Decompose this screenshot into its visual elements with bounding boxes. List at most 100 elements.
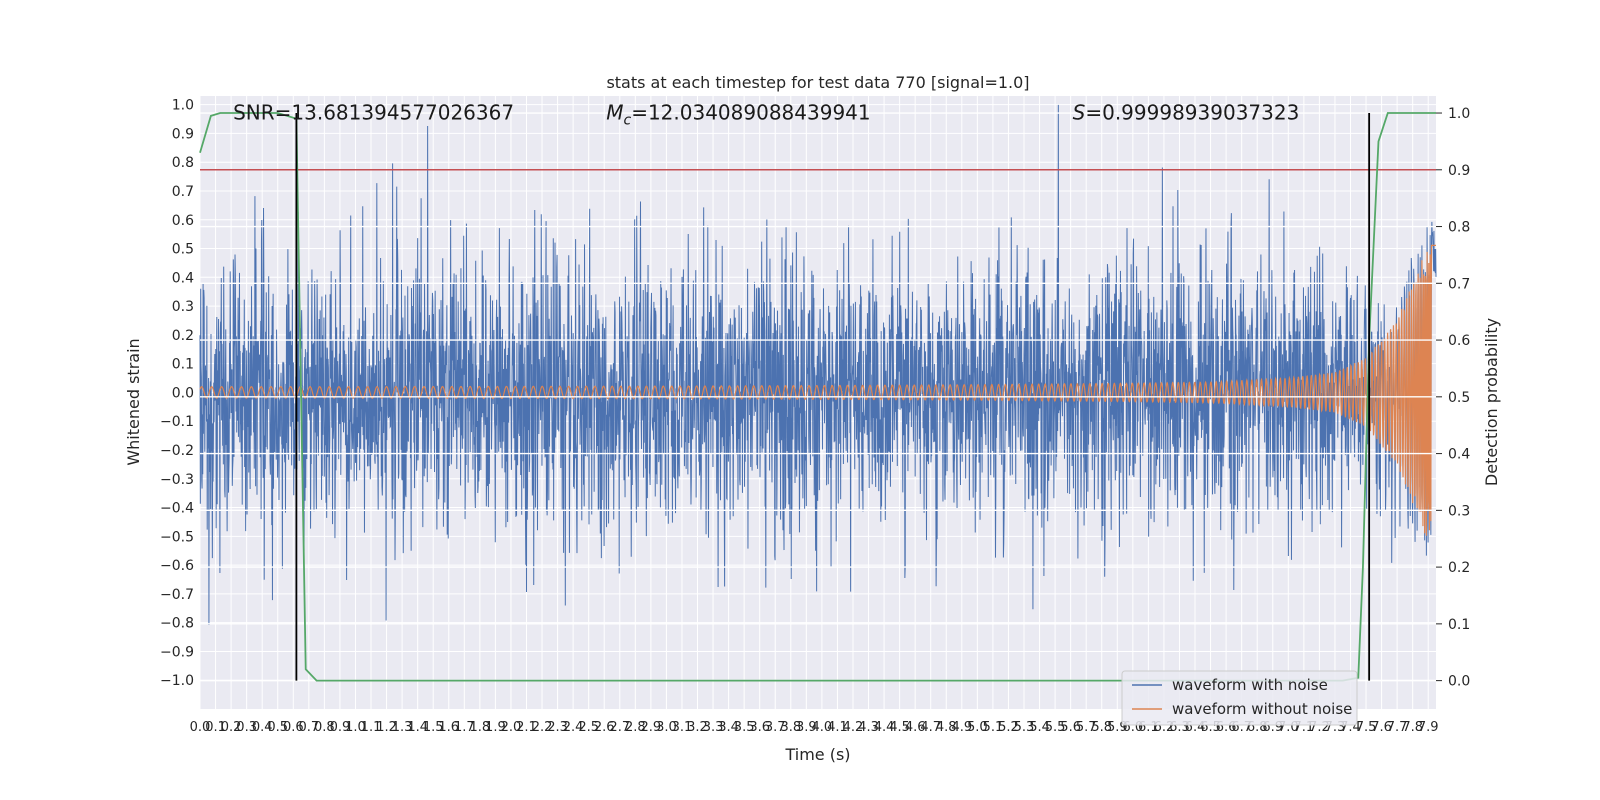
x-tick-label: 7.8 — [1402, 720, 1423, 735]
x-tick-label: 3.8 — [780, 720, 801, 735]
y-tick-label: 0.9 — [172, 126, 194, 142]
x-tick-label: 1.0 — [345, 720, 366, 735]
y-right-tick-label: 0.5 — [1448, 390, 1470, 406]
x-tick-label: 3.0 — [656, 720, 677, 735]
x-tick-label: 1.5 — [423, 720, 444, 735]
x-tick-label: 3.4 — [718, 720, 739, 735]
clean-series-line — [199, 244, 1436, 536]
x-tick-label: 4.4 — [874, 720, 895, 735]
vertical-markers — [295, 113, 1371, 681]
y-right-tick-label: 0.0 — [1448, 674, 1470, 690]
y-tick-label: 0.7 — [172, 184, 194, 200]
noise-series-line — [199, 104, 1437, 625]
x-tick-label: 2.4 — [563, 720, 584, 735]
y-tick-label: −0.1 — [160, 414, 194, 430]
x-tick-label: 1.8 — [470, 720, 491, 735]
x-tick-label: 0.6 — [283, 720, 304, 735]
x-tick-label: 5.7 — [1076, 720, 1097, 735]
y-tick-label: 0.5 — [172, 242, 194, 258]
y-right-tick-label: 0.8 — [1448, 220, 1470, 236]
detection-probability-line — [199, 112, 1436, 682]
x-tick-label: 7.9 — [1418, 720, 1439, 735]
y-axis-right-label: Detection probability — [1482, 318, 1501, 486]
x-tick-label: 2.3 — [547, 720, 568, 735]
x-tick-label: 4.9 — [951, 720, 972, 735]
x-tick-label: 1.1 — [361, 720, 382, 735]
legend-box — [1121, 670, 1358, 726]
chart-title: stats at each timestep for test data 770… — [606, 73, 1029, 92]
x-tick-label: 5.8 — [1091, 720, 1112, 735]
y-tick-label: −0.6 — [160, 558, 194, 574]
x-tick-label: 4.6 — [905, 720, 926, 735]
x-axis-label: Time (s) — [784, 745, 850, 764]
x-tick-label: 3.5 — [734, 720, 755, 735]
y-tick-label: 0.8 — [172, 155, 194, 171]
y-axis-right-ticks: 1.0 0.9 0.8 0.7 0.6 0.5 0.4 0.3 0.2 0.1 0.0 — [1436, 106, 1470, 690]
annotation-text: SNR=13.681394577026367 — [233, 100, 514, 124]
y-right-tick-label: 0.6 — [1448, 333, 1470, 349]
y-tick-label: −0.7 — [160, 587, 194, 603]
x-tick-label: 4.8 — [936, 720, 957, 735]
y-axis-label: Whitened strain — [124, 338, 143, 465]
x-tick-label: 2.6 — [594, 720, 615, 735]
x-tick-label: 5.6 — [1060, 720, 1081, 735]
x-tick-label: 4.0 — [812, 720, 833, 735]
x-tick-label: 2.2 — [532, 720, 553, 735]
x-tick-label: 5.4 — [1029, 720, 1050, 735]
legend-label-noise: waveform with noise — [1172, 676, 1328, 694]
legend-label-clean: waveform without noise — [1172, 700, 1352, 718]
x-tick-label: 3.2 — [687, 720, 708, 735]
x-tick-label: 1.7 — [454, 720, 475, 735]
x-tick-label: 0.7 — [298, 720, 319, 735]
annotation-text: S=0.99998939037323 — [1073, 100, 1300, 124]
x-tick-label: 4.5 — [889, 720, 910, 735]
x-tick-label: 4.1 — [827, 720, 848, 735]
y-tick-label: −0.9 — [160, 644, 194, 660]
x-tick-label: 3.7 — [765, 720, 786, 735]
x-tick-label: 0.5 — [267, 720, 288, 735]
y-tick-label: −0.5 — [160, 529, 194, 545]
x-tick-label: 3.1 — [672, 720, 693, 735]
right-axis-grid — [200, 112, 1436, 682]
x-tick-label: 1.4 — [407, 720, 428, 735]
y-tick-label: −0.3 — [160, 472, 194, 488]
x-tick-label: 0.4 — [252, 720, 273, 735]
clean-series-layer — [199, 244, 1436, 536]
annotation-text: Mc=12.034089088439941 — [606, 100, 870, 128]
x-tick-label: 3.9 — [796, 720, 817, 735]
x-tick-label: 1.2 — [376, 720, 397, 735]
x-tick-label: 2.8 — [625, 720, 646, 735]
x-tick-label: 0.0 — [190, 720, 211, 735]
x-tick-label: 0.1 — [205, 720, 226, 735]
y-tick-label: 0.1 — [172, 357, 194, 373]
y-right-tick-label: 0.7 — [1448, 276, 1470, 292]
y-right-tick-label: 0.1 — [1448, 617, 1470, 633]
y-tick-label: 0.6 — [172, 213, 194, 229]
x-tick-label: 5.2 — [998, 720, 1019, 735]
x-tick-label: 5.1 — [983, 720, 1004, 735]
x-tick-label: 7.6 — [1371, 720, 1392, 735]
y-right-tick-label: 1.0 — [1448, 106, 1470, 122]
y-axis-ticks: 1.0 0.9 0.8 0.7 0.6 0.5 0.4 0.3 0.2 0.1 0.0 −0.1 −0.… — [160, 98, 194, 690]
x-tick-label: 2.1 — [516, 720, 537, 735]
x-tick-label: 2.0 — [501, 720, 522, 735]
y-tick-label: 0.0 — [172, 385, 194, 401]
x-tick-label: 3.3 — [703, 720, 724, 735]
y-tick-label: 0.2 — [172, 328, 194, 344]
x-tick-label: 3.6 — [749, 720, 770, 735]
x-tick-label: 0.9 — [330, 720, 351, 735]
annotations: SNR=13.681394577026367 Mc=12.034089088439… — [233, 100, 1299, 128]
x-tick-label: 5.3 — [1014, 720, 1035, 735]
y-right-tick-label: 0.4 — [1448, 447, 1470, 463]
noise-series-layer — [199, 104, 1437, 625]
x-tick-label: 4.2 — [843, 720, 864, 735]
x-tick-label: 7.7 — [1387, 720, 1408, 735]
x-tick-label: 1.6 — [438, 720, 459, 735]
y-tick-label: −1.0 — [160, 673, 194, 689]
probability-series-layer — [199, 112, 1436, 682]
y-right-tick-label: 0.9 — [1448, 163, 1470, 179]
x-tick-label: 2.7 — [609, 720, 630, 735]
x-tick-label: 5.5 — [1045, 720, 1066, 735]
x-tick-label: 2.5 — [578, 720, 599, 735]
